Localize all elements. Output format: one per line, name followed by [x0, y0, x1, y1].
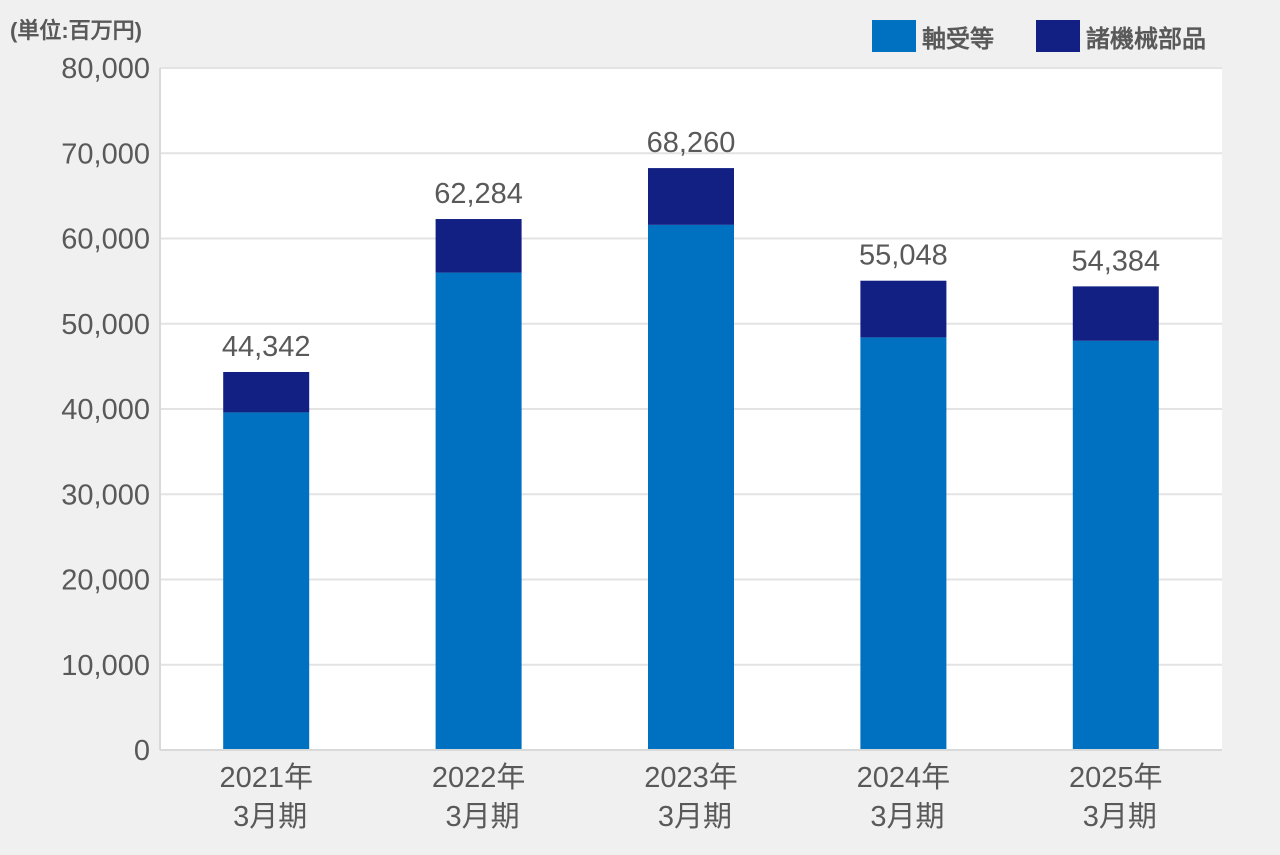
y-tick-label: 0 — [134, 735, 150, 767]
bar-total-label: 62,284 — [434, 178, 523, 210]
bars: 44,342 62,284 68,260 55,048 54,384 — [222, 127, 1160, 751]
y-tick-label: 70,000 — [61, 138, 150, 170]
y-tick-label: 20,000 — [61, 565, 150, 597]
x-tick-label-year: 2025年 — [1069, 761, 1163, 794]
bar-total-label: 55,048 — [859, 240, 948, 272]
bar-total-label: 68,260 — [647, 127, 736, 159]
legend-swatch — [872, 20, 916, 52]
x-tick-label-period: 3月期 — [233, 801, 307, 833]
x-tick-label-period: 3月期 — [658, 801, 732, 833]
x-tick-label-year: 2021年 — [219, 761, 313, 794]
bar-segment-machine-parts — [1072, 286, 1159, 341]
y-tick-label: 60,000 — [61, 224, 150, 256]
unit-label: (単位:百万円) — [10, 18, 142, 43]
x-tick-label-year: 2022年 — [432, 761, 526, 794]
bar-segment-bearings — [435, 272, 522, 750]
bar-total-label: 44,342 — [222, 331, 311, 363]
y-axis-tick-labels: 0 10,000 20,000 30,000 40,000 50,000 60,000 70,… — [61, 53, 150, 767]
bar-segment-bearings — [860, 337, 947, 750]
bar-segment-machine-parts — [435, 219, 522, 273]
legend-swatch — [1036, 20, 1080, 52]
legend-label: 諸機械部品 — [1086, 25, 1206, 53]
bar-total-label: 54,384 — [1071, 245, 1160, 277]
y-tick-label: 40,000 — [61, 394, 150, 426]
y-tick-label: 80,000 — [61, 53, 150, 85]
y-tick-label: 30,000 — [61, 479, 150, 511]
bar-segment-bearings — [1072, 340, 1159, 750]
y-tick-label: 50,000 — [61, 309, 150, 341]
bar-segment-machine-parts — [648, 168, 734, 225]
bar-segment-machine-parts — [860, 280, 947, 338]
x-tick-label-period: 3月期 — [870, 801, 944, 833]
bar-segment-machine-parts — [223, 371, 310, 413]
legend-label: 軸受等 — [922, 25, 994, 53]
x-tick-label-period: 3月期 — [446, 801, 520, 833]
bar-segment-bearings — [223, 412, 310, 750]
x-tick-label-year: 2024年 — [857, 761, 951, 794]
x-tick-label-year: 2023年 — [644, 761, 738, 794]
x-axis-tick-labels: 2021年 3月期 2022年 3月期 2023年 3月期 2024年 3月期 2025年 3月期 — [219, 761, 1162, 833]
legend: 軸受等 諸機械部品 — [872, 20, 1206, 53]
x-tick-label-period: 3月期 — [1083, 801, 1157, 833]
bar-segment-bearings — [648, 224, 734, 751]
y-tick-label: 10,000 — [61, 650, 150, 682]
